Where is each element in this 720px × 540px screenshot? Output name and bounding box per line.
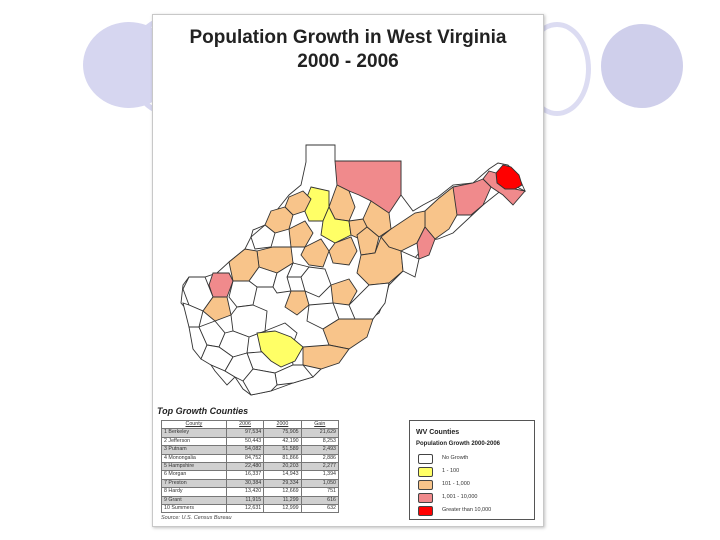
county-wirt: [248, 266, 278, 288]
map-title: Population Growth in West Virginia: [189, 27, 507, 48]
map-subtitle: 2000 - 2006: [297, 51, 399, 72]
map-figure-panel: Population Growth in West Virginia 2000 …: [152, 14, 544, 527]
table-cell: 1 Berkeley: [161, 428, 227, 438]
legend-swatch: [418, 493, 433, 503]
table-cell: 30,384: [225, 478, 265, 489]
table-cell: 12,999: [263, 504, 302, 514]
table-cell: 2 Jefferson: [161, 436, 227, 447]
table-row: 3 Putnam 54,082 51,589 2,493: [161, 445, 340, 455]
table-cell: 632: [300, 504, 340, 514]
legend-label: Greater than 10,000: [442, 507, 492, 513]
table-cell: 84,752: [225, 453, 265, 464]
table-cell: 42,190: [263, 436, 302, 447]
county-lewis: [300, 238, 330, 268]
legend-swatch: [418, 506, 433, 516]
county-webster: [330, 278, 358, 306]
table-cell: 7 Preston: [161, 478, 227, 489]
legend-label: 101 - 1,000: [442, 481, 470, 487]
table-row: 7 Preston 30,384 29,334 1,050: [161, 478, 340, 489]
table-cell: 14,943: [263, 470, 302, 480]
table-row: 10 Summers 12,631 12,999 632: [161, 504, 340, 514]
table-cell: 12,631: [225, 504, 265, 514]
legend-item-101-1000: 101 - 1,000: [418, 480, 533, 490]
table-cell: 1,050: [300, 478, 340, 489]
table-cell: 3 Putnam: [161, 445, 227, 455]
table-header: 2000: [263, 419, 302, 430]
table-row: 8 Hardy 13,420 12,669 751: [161, 487, 340, 497]
table-cell: 50,443: [225, 436, 265, 447]
table-row: 6 Morgan 16,337 14,943 1,394: [161, 470, 340, 480]
legend-item-greater-10000: Greater than 10,000: [418, 506, 533, 516]
table-cell: 97,534: [225, 428, 265, 438]
county-mingo: [209, 363, 236, 386]
table-cell: 2,277: [300, 462, 340, 472]
table-row: 2 Jefferson 50,443 42,190 8,253: [161, 436, 340, 447]
table-cell: 8 Hardy: [161, 487, 227, 497]
table-cell: 12,669: [263, 487, 302, 497]
table-cell: 11,915: [225, 495, 265, 506]
top-growth-table: County 2006 2000 Gain 1 Berkeley 97,534 75…: [161, 419, 340, 514]
county-summers: [256, 330, 304, 368]
legend-swatch: [418, 480, 433, 490]
table-row: 5 Hampshire 22,480 20,203 2,277: [161, 462, 340, 472]
source-note: Source: U.S. Census Bureau: [161, 515, 232, 521]
county-monroe: [302, 344, 350, 370]
table-header: County: [161, 419, 227, 430]
county-hardy: [416, 226, 436, 260]
table-cell: 13,420: [225, 487, 265, 497]
table-cell: 21,629: [300, 428, 340, 438]
county-putnam: [202, 296, 232, 322]
table-cell: 4 Monongalia: [161, 453, 227, 464]
legend-item-no-growth: No Growth: [418, 454, 533, 464]
table-row: 9 Grant 11,915 11,299 616: [161, 495, 340, 506]
table-cell: 29,334: [263, 478, 302, 489]
table-cell: 22,480: [225, 462, 265, 472]
county-barbour: [356, 226, 380, 256]
table-title: Top Growth Counties: [157, 406, 249, 416]
table-row: 1 Berkeley 97,534 75,905 21,629: [161, 428, 340, 438]
table-cell: 10 Summers: [161, 504, 227, 514]
table-cell: 8,253: [300, 436, 340, 447]
county-harrison: [320, 205, 352, 244]
county-mcdowell: [242, 368, 278, 396]
west-virginia-county-map: [180, 144, 526, 396]
county-tyler: [250, 224, 276, 250]
legend-item-1-100: 1 - 100: [418, 467, 533, 477]
table-cell: 2,493: [300, 445, 340, 455]
legend-heading: WV Counties: [416, 429, 460, 436]
decorative-circle-right: [601, 24, 683, 108]
legend-subheading: Population Growth 2000-2006: [416, 441, 501, 447]
legend-item-1001-10000: 1,001 - 10,000: [418, 493, 533, 503]
table-cell: 1,394: [300, 470, 340, 480]
table-cell: 54,082: [225, 445, 265, 455]
county-upshur: [328, 236, 358, 266]
table-header-row: County 2006 2000 Gain: [161, 419, 340, 430]
legend-swatch: [418, 467, 433, 477]
table-cell: 5 Hampshire: [161, 462, 227, 472]
county-clay: [284, 290, 310, 316]
table-header: Gain: [300, 419, 340, 430]
legend-label: No Growth: [442, 455, 469, 461]
table-cell: 11,299: [263, 495, 302, 506]
legend-label: 1,001 - 10,000: [442, 494, 478, 500]
table-cell: 75,905: [263, 428, 302, 438]
county-cabell: [182, 302, 204, 328]
table-cell: 6 Morgan: [161, 470, 227, 480]
legend-swatch: [418, 454, 433, 464]
table-cell: 751: [300, 487, 340, 497]
table-cell: 2,886: [300, 453, 340, 464]
map-legend: WV Counties Population Growth 2000-2006 …: [409, 420, 535, 520]
legend-label: 1 - 100: [442, 468, 460, 474]
county-doddridge: [288, 220, 314, 248]
county-pendleton: [400, 250, 420, 278]
table-header: 2006: [225, 419, 265, 430]
table-cell: 16,337: [225, 470, 265, 480]
table-cell: 20,203: [263, 462, 302, 472]
table-cell: 81,866: [263, 453, 302, 464]
table-cell: 9 Grant: [161, 495, 227, 506]
table-row: 4 Monongalia 84,752 81,866 2,886: [161, 453, 340, 464]
table-cell: 616: [300, 495, 340, 506]
table-cell: 51,589: [263, 445, 302, 455]
